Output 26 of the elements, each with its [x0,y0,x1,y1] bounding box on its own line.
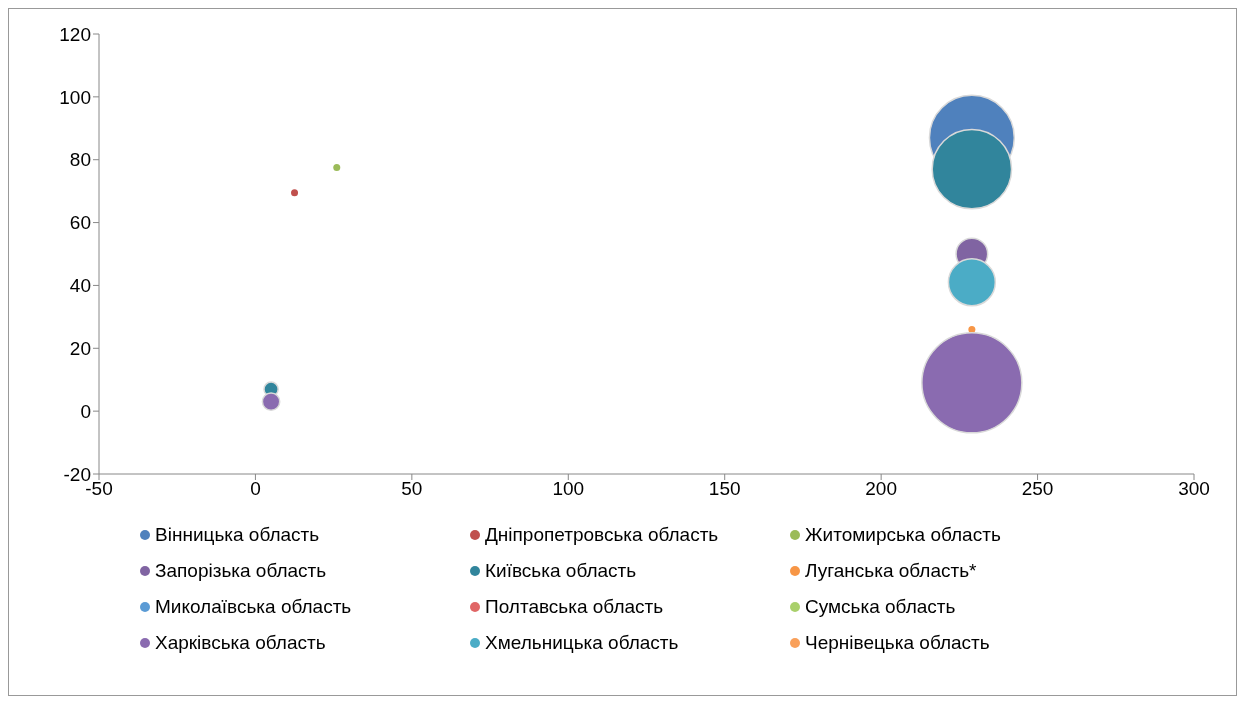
y-tick-label: 120 [59,23,91,45]
legend-label: Луганська область* [805,560,977,582]
x-tick-label: 200 [865,478,897,500]
legend-label: Запорізька область [155,560,327,582]
x-tick-label: 150 [708,478,741,500]
legend-label: Житомирська область [805,524,1001,546]
legend-label: Чернівецька область [805,632,990,654]
x-tick-label: 0 [250,478,261,500]
x-tick-label: 100 [552,478,585,500]
x-tick-label: 300 [1178,478,1210,500]
legend-label: Дніпропетровська область [485,524,719,546]
y-tick-label: 100 [59,86,91,108]
legend-label: Сумська область [805,596,956,618]
legend-label: Миколаївська область [155,596,352,618]
y-tick-label: 40 [69,275,91,297]
y-tick-label: 80 [69,149,91,171]
legend-label: Харківська область [155,632,326,654]
legend-label: Вінницька область [155,524,320,546]
legend-label: Полтавська область [485,596,664,618]
y-tick-label: 0 [80,400,91,422]
x-tick-label: 50 [401,478,423,500]
legend-label: Хмельницька область [485,632,679,654]
x-tick-label: 250 [1021,478,1054,500]
y-tick-label: 60 [69,212,91,234]
legend-label: Київська область [485,560,637,582]
y-tick-label: 20 [69,338,91,360]
